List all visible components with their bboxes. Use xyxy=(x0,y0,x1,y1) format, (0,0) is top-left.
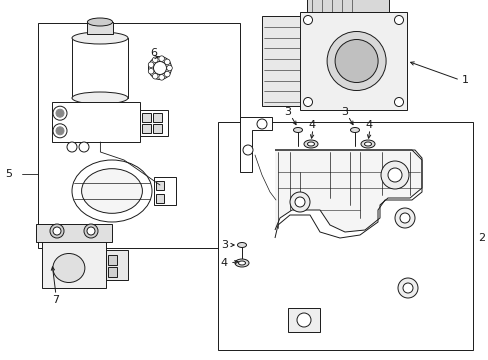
Circle shape xyxy=(56,127,64,135)
Ellipse shape xyxy=(238,261,245,265)
Bar xyxy=(156,194,163,203)
Circle shape xyxy=(394,15,403,24)
Circle shape xyxy=(153,62,166,75)
Circle shape xyxy=(164,59,170,65)
Circle shape xyxy=(53,106,67,120)
Circle shape xyxy=(387,168,401,182)
Text: 5: 5 xyxy=(5,169,12,179)
Ellipse shape xyxy=(237,243,246,248)
Bar xyxy=(72,38,128,98)
Circle shape xyxy=(326,31,386,90)
Circle shape xyxy=(394,208,414,228)
Polygon shape xyxy=(274,150,421,232)
Bar xyxy=(156,181,163,190)
Text: 7: 7 xyxy=(52,295,60,305)
Circle shape xyxy=(402,283,412,293)
Circle shape xyxy=(53,227,61,235)
Circle shape xyxy=(148,62,154,68)
Text: 1: 1 xyxy=(461,75,468,85)
Ellipse shape xyxy=(304,140,317,148)
Ellipse shape xyxy=(87,18,112,26)
Text: 4: 4 xyxy=(308,120,315,130)
Circle shape xyxy=(294,197,305,207)
Circle shape xyxy=(164,71,170,77)
Circle shape xyxy=(334,40,377,82)
Circle shape xyxy=(303,15,312,24)
Circle shape xyxy=(399,213,409,223)
Text: 4: 4 xyxy=(365,120,372,130)
Bar xyxy=(262,16,302,106)
Bar xyxy=(153,113,162,122)
Circle shape xyxy=(152,57,158,63)
Bar xyxy=(42,238,106,288)
Text: 3: 3 xyxy=(341,107,348,117)
Bar xyxy=(108,267,117,277)
Circle shape xyxy=(296,313,310,327)
Bar xyxy=(36,224,112,242)
Ellipse shape xyxy=(81,169,142,213)
Bar xyxy=(87,22,112,34)
Circle shape xyxy=(289,192,309,212)
Bar xyxy=(299,12,406,110)
Circle shape xyxy=(87,227,95,235)
Circle shape xyxy=(159,56,164,62)
Circle shape xyxy=(303,98,312,107)
Circle shape xyxy=(394,98,403,107)
Polygon shape xyxy=(240,117,271,172)
Circle shape xyxy=(159,75,164,80)
Ellipse shape xyxy=(293,127,302,132)
Ellipse shape xyxy=(72,32,128,44)
Circle shape xyxy=(166,65,172,71)
Bar xyxy=(287,308,319,332)
Circle shape xyxy=(84,224,98,238)
Ellipse shape xyxy=(235,259,248,267)
Circle shape xyxy=(79,142,89,152)
Bar xyxy=(142,124,151,133)
Ellipse shape xyxy=(360,140,374,148)
Ellipse shape xyxy=(307,142,314,146)
Bar xyxy=(140,110,168,136)
Circle shape xyxy=(152,73,158,79)
Bar xyxy=(108,255,117,265)
Bar xyxy=(142,113,151,122)
Circle shape xyxy=(53,124,67,138)
Circle shape xyxy=(50,224,64,238)
Circle shape xyxy=(148,57,171,80)
Bar xyxy=(306,0,388,12)
Bar xyxy=(38,23,240,248)
Text: 3: 3 xyxy=(221,240,227,250)
Text: 6: 6 xyxy=(150,48,157,58)
Text: 2: 2 xyxy=(477,233,484,243)
Circle shape xyxy=(148,68,154,74)
Circle shape xyxy=(397,278,417,298)
Circle shape xyxy=(257,119,266,129)
Ellipse shape xyxy=(72,92,128,104)
Ellipse shape xyxy=(364,142,371,146)
Circle shape xyxy=(380,161,408,189)
Text: 4: 4 xyxy=(221,258,227,268)
Bar xyxy=(153,124,162,133)
Bar xyxy=(106,250,128,280)
Ellipse shape xyxy=(350,127,359,132)
Circle shape xyxy=(243,145,252,155)
Circle shape xyxy=(67,142,77,152)
Ellipse shape xyxy=(72,160,152,222)
Circle shape xyxy=(56,109,64,117)
Bar xyxy=(52,102,140,142)
Ellipse shape xyxy=(53,253,85,283)
Text: 3: 3 xyxy=(284,107,291,117)
Bar xyxy=(154,177,176,205)
Bar xyxy=(218,122,472,350)
